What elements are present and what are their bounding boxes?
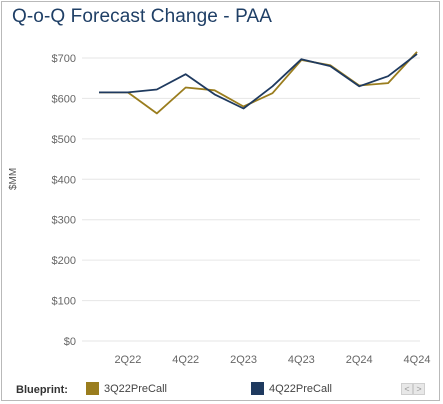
legend-title: Blueprint:: [16, 384, 68, 396]
x-tick-label: 2Q22: [114, 354, 141, 366]
y-tick-label: $100: [52, 296, 76, 308]
x-tick-label: 2Q24: [346, 354, 373, 366]
legend-item-3q22precall[interactable]: 3Q22PreCall: [86, 382, 167, 395]
legend-swatch-4q22precall: [251, 382, 264, 395]
series-lines: [99, 51, 418, 115]
legend-prev-button[interactable]: <: [401, 383, 413, 395]
legend-label-4q22precall: 4Q22PreCall: [269, 382, 332, 395]
gridlines: [82, 57, 420, 342]
legend-label-3q22precall: 3Q22PreCall: [104, 382, 167, 395]
y-tick-label: $0: [64, 336, 76, 348]
x-tick-labels: 2Q22 4Q22 2Q23 4Q23 2Q24 4Q24: [114, 354, 430, 366]
x-tick-label: 4Q23: [288, 354, 315, 366]
legend-pager: < >: [401, 383, 425, 395]
y-tick-label: $700: [52, 53, 76, 65]
legend: Blueprint: 3Q22PreCall 4Q22PreCall: [16, 382, 436, 398]
y-tick-label: $500: [52, 134, 76, 146]
y-tick-label: $300: [52, 215, 76, 227]
y-tick-labels: $0 $100 $200 $300 $400 $500 $600 $700: [52, 53, 76, 348]
x-tick-label: 2Q23: [230, 354, 257, 366]
series-line-4q22precall: [99, 53, 418, 110]
y-tick-label: $600: [52, 93, 76, 105]
y-tick-label: $400: [52, 174, 76, 186]
chart-title: Q-o-Q Forecast Change - PAA: [12, 6, 272, 27]
y-tick-label: $200: [52, 255, 76, 267]
legend-next-button[interactable]: >: [413, 383, 425, 395]
legend-swatch-3q22precall: [86, 382, 99, 395]
x-tick-label: 4Q22: [172, 354, 199, 366]
x-tick-label: 4Q24: [404, 354, 431, 366]
legend-item-4q22precall[interactable]: 4Q22PreCall: [251, 382, 332, 395]
